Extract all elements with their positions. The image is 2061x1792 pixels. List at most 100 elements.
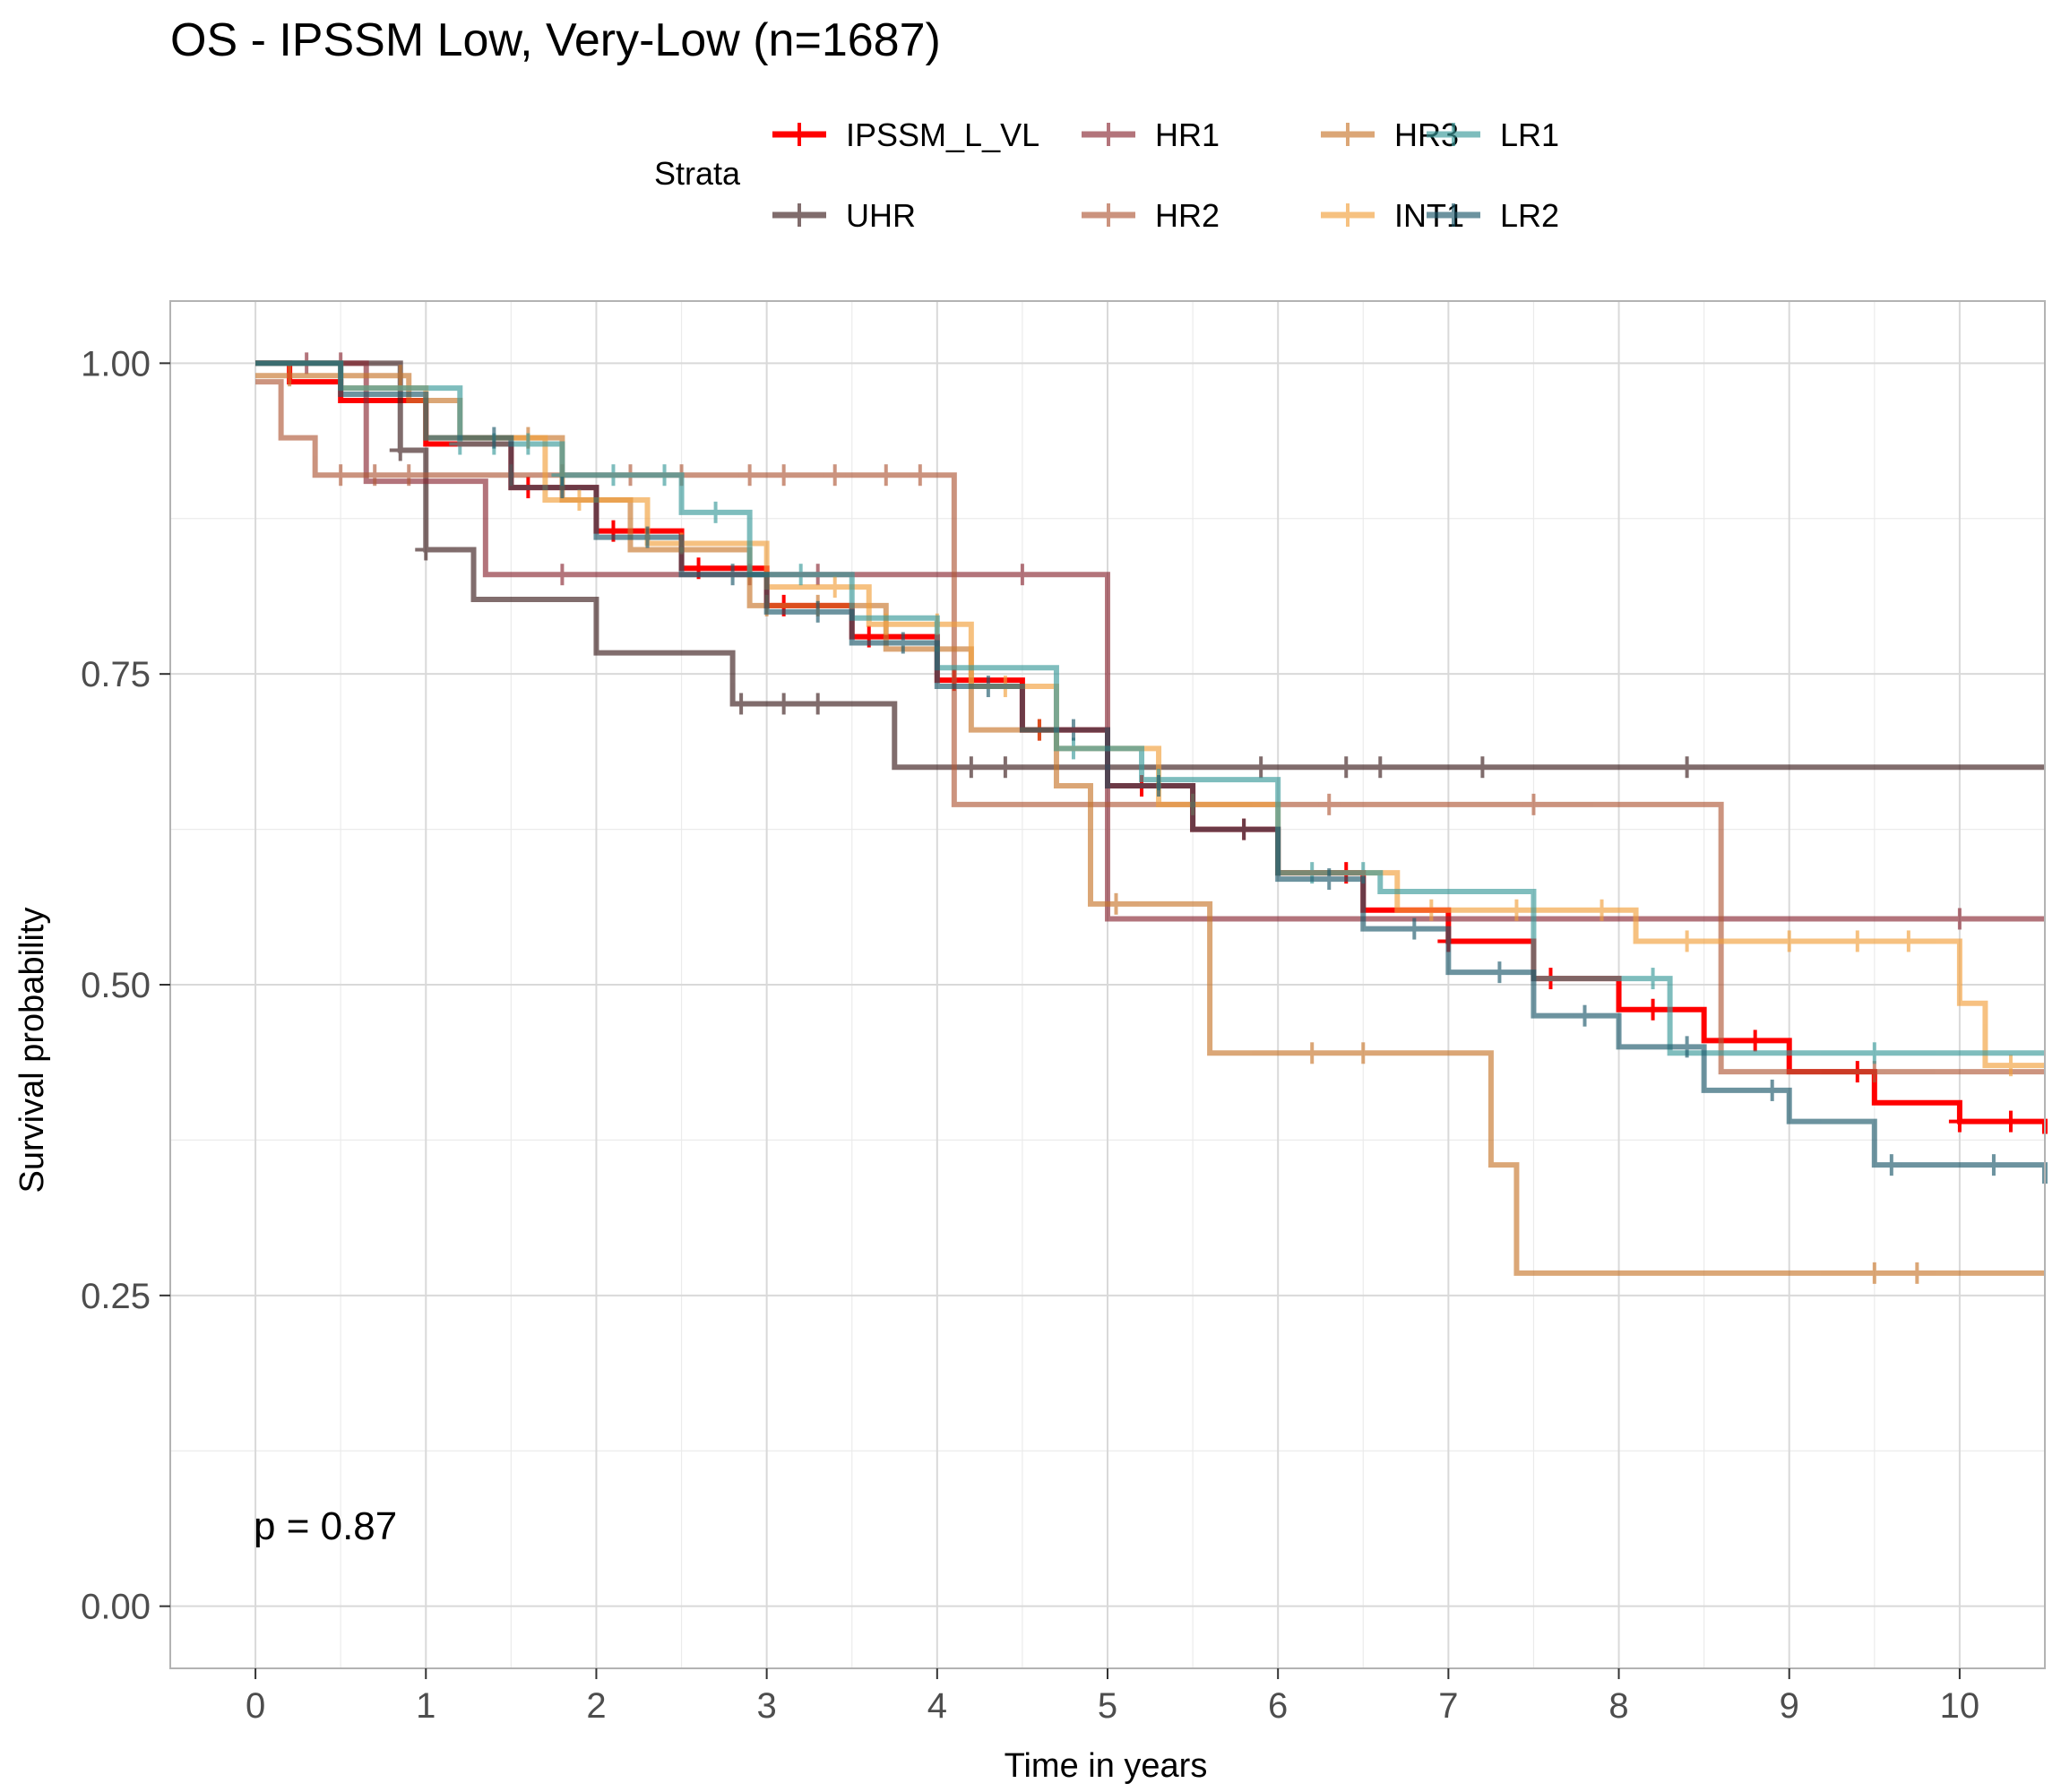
censor-mark-LR1: [1642, 968, 1664, 990]
censor-mark-LR2: [1676, 1036, 1698, 1058]
x-tick-label: 7: [1438, 1686, 1458, 1726]
censor-mark-HR2: [330, 464, 352, 487]
legend-label-LR1: LR1: [1500, 116, 1559, 153]
censor-mark-HR2: [364, 464, 386, 487]
censor-mark-LR2: [1488, 961, 1511, 984]
censor-mark-LR2: [1148, 775, 1170, 797]
censor-mark-UHR: [960, 756, 982, 779]
legend-key-LR2: [1427, 203, 1480, 227]
x-tick-label: 0: [246, 1686, 265, 1726]
x-tick-label: 3: [757, 1686, 777, 1726]
censor-mark-LR2: [977, 676, 999, 698]
censor-mark-LR1: [653, 464, 676, 487]
y-tick-label: 0.50: [81, 966, 151, 1005]
y-tick-label: 0.00: [81, 1588, 151, 1627]
censor-mark-LR2: [1982, 1154, 2005, 1176]
censor-mark-INT1: [1505, 899, 1528, 921]
censor-mark-HR2: [1318, 793, 1341, 815]
censor-mark-LR1: [704, 501, 727, 523]
censor-mark-LR1: [789, 564, 812, 586]
censor-mark-HR2: [398, 464, 420, 487]
censor-mark-INT1: [1778, 930, 1800, 952]
y-tick-label: 0.75: [81, 655, 151, 694]
censor-mark-HR3: [1105, 892, 1127, 915]
y-tick-label: 0.25: [81, 1277, 151, 1316]
censor-mark-UHR: [1335, 756, 1358, 779]
censor-mark-HR2: [772, 464, 795, 487]
censor-mark-HR1: [551, 564, 573, 586]
censor-mark-HR2: [738, 464, 761, 487]
censor-mark-HR2: [1863, 1061, 1885, 1083]
censor-mark-HR2: [1522, 793, 1545, 815]
censor-mark-HR2: [909, 464, 931, 487]
censor-mark-UHR: [1250, 756, 1272, 779]
legend-label-IPSSM_L_VL: IPSSM_L_VL: [846, 116, 1039, 153]
x-tick-label: 2: [586, 1686, 606, 1726]
legend-key-INT1: [1321, 203, 1375, 227]
legend-label-LR2: LR2: [1500, 197, 1559, 234]
censor-mark-LR2: [892, 632, 914, 654]
legend-title: Strata: [654, 155, 741, 192]
censor-mark-HR2: [824, 464, 846, 487]
x-tick-label: 5: [1098, 1686, 1117, 1726]
censor-mark-UHR: [1369, 756, 1392, 779]
legend-key-IPSSM_L_VL: [772, 123, 826, 146]
censor-mark-LR2: [1880, 1154, 1902, 1176]
censor-mark-HR3: [1352, 1042, 1375, 1064]
censor-mark-INT1: [1591, 899, 1613, 921]
y-tick-label: 1.00: [81, 344, 151, 383]
legend-key-HR1: [1082, 123, 1135, 146]
censor-mark-INT1: [824, 576, 846, 599]
censor-mark-LR2: [551, 477, 573, 499]
censor-mark-HR3: [1863, 1262, 1885, 1284]
censor-mark-INT1: [1999, 1055, 2022, 1077]
censor-mark-HR3: [1906, 1262, 1928, 1284]
series-UHR: [255, 360, 2045, 779]
censor-mark-UHR: [389, 439, 411, 461]
legend-key-HR3: [1321, 123, 1375, 146]
censor-mark-HR2: [875, 464, 897, 487]
censor-mark-INT1: [568, 488, 591, 511]
censor-mark-UHR: [994, 756, 1016, 779]
censor-mark-LR2: [1761, 1079, 1783, 1101]
x-tick-label: 1: [416, 1686, 435, 1726]
x-tick-label: 9: [1780, 1686, 1799, 1726]
censor-mark-LR2: [1233, 818, 1255, 840]
legend-label-HR1: HR1: [1155, 116, 1220, 153]
censor-mark-LR1: [1062, 737, 1084, 760]
x-tick-label: 8: [1608, 1686, 1628, 1726]
censor-mark-IPSSM_L_VL: [1999, 1110, 2022, 1133]
censor-mark-LR2: [636, 526, 659, 548]
censor-mark-LR2: [483, 426, 505, 449]
censor-mark-LR2: [1403, 918, 1426, 940]
censor-mark-HR1: [1011, 564, 1033, 586]
x-tick-label: 4: [927, 1686, 947, 1726]
censor-mark-INT1: [1420, 899, 1443, 921]
censor-mark-INT1: [1897, 930, 1919, 952]
survival-curve-HR1: [255, 360, 2045, 922]
censor-mark-UHR: [1676, 756, 1698, 779]
legend-key-HR2: [1082, 203, 1135, 227]
legend-key-LR1: [1427, 123, 1480, 146]
censor-mark-UHR: [730, 693, 753, 715]
chart-title: OS - IPSSM Low, Very-Low (n=1687): [170, 14, 941, 66]
censor-mark-UHR: [806, 693, 829, 715]
censor-mark-LR2: [1574, 1004, 1596, 1027]
x-axis-title: Time in years: [1005, 1747, 1208, 1785]
y-axis-title: Survival probability: [13, 908, 51, 1193]
censor-mark-LR2: [1062, 719, 1084, 741]
censor-mark-IPSSM_L_VL: [1744, 1030, 1766, 1052]
x-tick-label: 10: [1940, 1686, 1980, 1726]
series-LR2: [255, 360, 2048, 1184]
legend-label-HR2: HR2: [1155, 197, 1220, 234]
censor-mark-LR2: [721, 564, 744, 586]
censor-mark-INT1: [1676, 930, 1698, 952]
censor-mark-HR3: [389, 365, 411, 387]
censor-mark-IPSSM_L_VL: [1948, 1110, 1970, 1133]
censor-mark-IPSSM_L_VL: [1642, 998, 1664, 1021]
censor-mark-LR2: [1318, 868, 1341, 891]
legend-key-UHR: [772, 203, 826, 227]
censor-mark-HR1: [1948, 908, 1970, 930]
